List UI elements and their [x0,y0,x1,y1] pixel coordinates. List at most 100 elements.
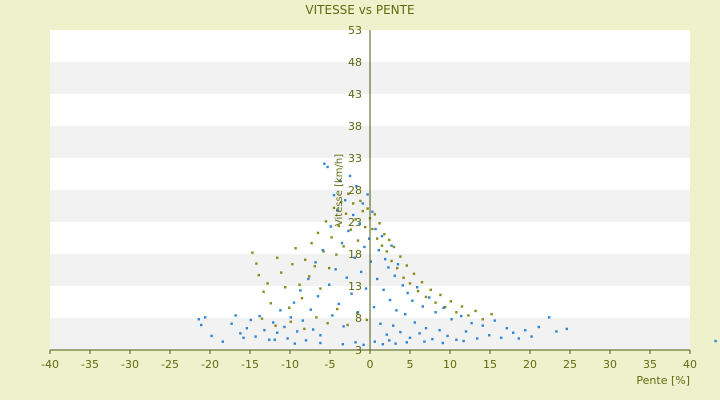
data-point [324,220,328,223]
data-point [368,237,371,240]
data-point [366,207,369,210]
data-point [344,199,347,202]
data-point [512,331,515,334]
data-point [332,206,336,210]
data-point [364,287,368,290]
data-point [376,277,379,281]
data-point [307,277,310,281]
data-point [394,342,397,345]
y-axis-ticks: 38131823283338434853 [348,24,362,357]
x-tick-label: 10 [443,358,457,371]
data-point [316,295,320,298]
data-point [328,266,331,270]
data-point [342,325,345,328]
data-point [388,238,391,242]
data-point [345,276,348,279]
data-point [365,318,368,322]
data-point [395,309,398,312]
data-point [385,333,388,336]
x-axis-ticks: -40 -35 -30 -25 -20 -15 -10 -5 0 5 10 15 20 25 30 35 40 [41,350,697,371]
data-point [330,236,333,239]
y-tick-label: 13 [348,280,362,293]
data-point [384,257,387,261]
data-point [383,232,386,236]
data-point [340,200,343,204]
data-point [421,305,424,308]
scatter-points [197,162,717,347]
data-point [268,338,271,341]
data-point [476,337,479,340]
data-point [352,213,355,217]
data-point [276,331,279,334]
data-point [404,312,407,316]
data-point [331,314,334,317]
data-point [301,319,304,322]
x-tick-label: -5 [325,358,336,371]
data-point [294,247,297,250]
data-point [347,229,350,233]
x-tick-label: -20 [201,358,219,371]
data-point [420,280,424,284]
data-point [380,244,384,247]
data-point [348,174,352,178]
data-point [334,268,337,271]
data-point [298,283,301,286]
data-point [714,339,717,343]
data-point [416,289,420,293]
data-point [393,274,396,277]
data-point [390,244,393,247]
data-point [408,336,412,340]
data-point [230,322,233,325]
data-point [462,339,465,343]
data-point [396,266,399,270]
data-point [251,251,254,254]
data-point [537,325,540,329]
data-point [460,305,464,308]
data-point [388,339,391,342]
data-point [401,284,404,287]
data-point [336,307,339,311]
data-point [304,339,308,342]
data-point [441,341,444,345]
data-point [353,256,356,260]
data-point [385,250,388,253]
data-point [378,222,381,225]
data-point [332,193,336,197]
data-point [221,340,224,343]
x-tick-label: 20 [523,358,537,371]
data-point [249,318,252,322]
data-point [358,222,361,226]
data-point [352,202,355,205]
data-point [464,330,468,333]
data-point [392,245,396,249]
data-point [336,209,339,212]
data-point [361,202,364,205]
data-point [355,184,358,188]
data-point [342,245,345,248]
data-point [444,305,447,309]
data-point [366,193,369,196]
data-point [413,321,416,324]
data-point [292,301,296,304]
data-point [530,335,533,338]
data-point [481,324,484,327]
y-tick-label: 28 [348,184,362,197]
data-point [234,314,237,317]
data-point [347,192,350,196]
data-point [322,250,325,253]
data-point [490,312,493,316]
data-point [329,225,332,228]
data-point [266,282,269,285]
data-point [374,227,377,231]
data-point [364,225,367,229]
data-point [284,286,287,289]
data-point [438,328,441,332]
x-tick-label: -35 [81,358,99,371]
data-point [299,289,302,292]
data-point [328,283,331,286]
data-point [319,341,322,345]
x-tick-label: 30 [603,358,617,371]
data-point [263,328,266,332]
data-point [258,314,261,318]
data-point [308,275,311,278]
